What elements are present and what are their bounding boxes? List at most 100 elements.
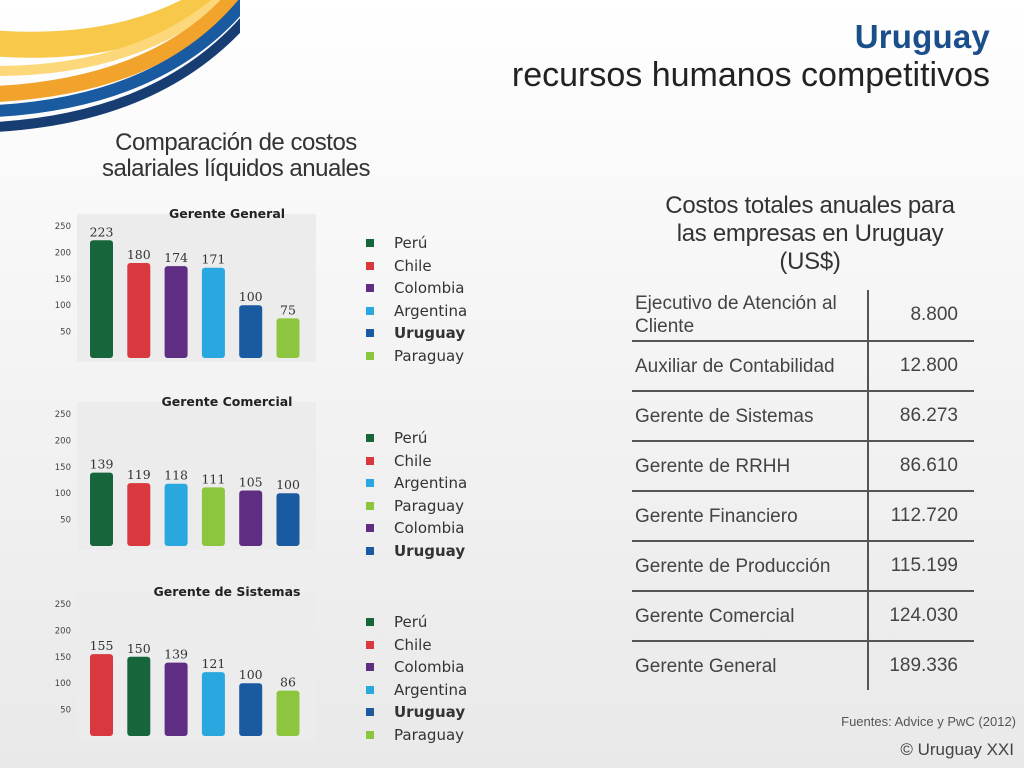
legend-swatch xyxy=(366,329,374,338)
bar-chile xyxy=(127,656,151,736)
sources-note: Fuentes: Advice y PwC (2012) xyxy=(841,714,1016,729)
row-value: 124.030 xyxy=(868,591,974,642)
legend-swatch xyxy=(366,730,374,739)
legend-swatch xyxy=(366,685,374,694)
row-value: 189.336 xyxy=(889,655,958,676)
data-label: 75 xyxy=(280,302,296,317)
data-label: 155 xyxy=(90,638,114,653)
y-tick-label: 250 xyxy=(55,410,71,420)
data-label: 100 xyxy=(276,477,300,492)
right-title-line-3: (US$) xyxy=(779,248,841,275)
bar-paraguay xyxy=(201,487,225,546)
row-value: 12.800 xyxy=(868,341,974,392)
left-title-line-2: salariales líquidos anuales xyxy=(101,155,371,182)
legend-label: Colombia xyxy=(394,658,465,677)
bar-uruguay xyxy=(239,305,263,358)
row-value: 86.273 xyxy=(868,391,974,442)
bar-argentina xyxy=(201,672,225,736)
legend-label: Uruguay xyxy=(394,324,466,343)
left-title-line-1: Comparación de costos xyxy=(115,129,357,156)
y-tick-label: 250 xyxy=(55,600,71,610)
bar-argentina xyxy=(164,483,188,546)
bar-chile xyxy=(127,262,151,358)
row-value: 86.610 xyxy=(868,441,974,492)
bar-peru xyxy=(90,472,113,546)
legend-label: Perú xyxy=(394,234,428,253)
plot-background xyxy=(77,592,316,740)
bar-colombia xyxy=(164,662,188,736)
row-value: 112.720 xyxy=(868,491,974,542)
legend-label: Uruguay xyxy=(394,541,466,560)
legend-item-colombia: Colombia xyxy=(366,277,467,300)
legend-item-colombia: Colombia xyxy=(366,656,467,679)
table-row: Gerente de Producción 115.199 xyxy=(632,541,974,592)
legend-item-colombia: Colombia xyxy=(366,517,467,540)
legend-item-peru: Perú xyxy=(366,611,467,634)
legend-label: Paraguay xyxy=(394,346,465,365)
bar-argentina xyxy=(201,267,225,358)
row-label: Gerente Comercial xyxy=(632,591,869,642)
bar-paraguay xyxy=(276,318,300,358)
legend-label: Paraguay xyxy=(394,725,465,744)
row-label: Gerente de Sistemas xyxy=(632,391,869,442)
legend-label: Paraguay xyxy=(394,496,465,515)
data-label: 150 xyxy=(127,641,151,656)
table-row: Gerente de Sistemas 86.273 xyxy=(632,391,974,442)
legend-swatch xyxy=(366,501,374,510)
plot-background xyxy=(77,402,316,550)
bar-chart-svg: Gerente Comercial 50 100 150 200 250 139 119 118… xyxy=(55,394,316,550)
legend-swatch xyxy=(366,663,374,672)
page-title: Uruguay xyxy=(854,18,990,55)
legend-item-uruguay: Uruguay xyxy=(366,540,467,563)
row-label: Auxiliar de Contabilidad xyxy=(632,341,869,392)
legend-item-chile: Chile xyxy=(366,255,467,278)
row-label: Gerente General xyxy=(632,641,869,690)
row-value: 115.199 xyxy=(868,541,974,592)
table-row: Auxiliar de Contabilidad 12.800 xyxy=(632,341,974,392)
y-tick-label: 150 xyxy=(55,653,71,663)
y-tick-label: 150 xyxy=(55,275,71,285)
bar-colombia xyxy=(164,266,188,358)
legend-label: Chile xyxy=(394,635,432,654)
bar-colombia xyxy=(239,490,263,546)
legend-gerente-general: Perú Chile Colombia Argentina Uruguay Paragua… xyxy=(366,232,467,367)
row-value: 8.800 xyxy=(868,290,974,342)
legend-label: Colombia xyxy=(394,279,465,298)
chart-gerente-general: Gerente General 50 100 150 200 250 223 180 174 17… xyxy=(40,198,330,378)
bar-uruguay xyxy=(276,493,300,546)
row-label: Gerente de RRHH xyxy=(632,441,869,492)
legend-item-argentina: Argentina xyxy=(366,300,467,323)
legend-swatch xyxy=(366,434,374,443)
legend-item-uruguay: Uruguay xyxy=(366,322,467,345)
y-tick-label: 50 xyxy=(60,328,71,338)
y-tick-label: 50 xyxy=(60,706,71,716)
legend-swatch xyxy=(366,546,374,555)
legend-swatch xyxy=(366,351,374,360)
table-row: Ejecutivo de Atención al Cliente 8.800 xyxy=(632,290,974,342)
y-tick-label: 100 xyxy=(55,301,71,311)
data-label: 223 xyxy=(90,224,114,239)
row-label: Gerente Financiero xyxy=(632,491,869,542)
y-tick-label: 100 xyxy=(55,489,71,499)
legend-item-paraguay: Paraguay xyxy=(366,724,467,747)
y-tick-label: 100 xyxy=(55,679,71,689)
data-label: 139 xyxy=(90,457,114,472)
data-label: 86 xyxy=(280,675,296,690)
legend-swatch xyxy=(366,261,374,270)
table-row: Gerente de RRHH 86.610 xyxy=(632,441,974,492)
legend-label: Chile xyxy=(394,451,432,470)
legend-label: Argentina xyxy=(394,301,468,320)
bar-peru xyxy=(90,654,113,736)
bar-peru xyxy=(90,240,113,358)
bar-chart-svg: Gerente de Sistemas 50 100 150 200 250 155 150 1… xyxy=(55,584,316,740)
legend-item-paraguay: Paraguay xyxy=(366,495,467,518)
table-row: Gerente Financiero 112.720 xyxy=(632,491,974,542)
legend-swatch xyxy=(366,640,374,649)
legend-gerente-de-sistemas: Perú Chile Colombia Argentina Uruguay Paragua… xyxy=(366,611,467,746)
y-tick-label: 250 xyxy=(55,222,71,232)
cost-table: Ejecutivo de Atención al Cliente 8.800 Au… xyxy=(632,290,974,690)
legend-item-peru: Perú xyxy=(366,232,467,255)
legend-swatch xyxy=(366,239,374,248)
data-label: 105 xyxy=(239,475,263,490)
legend-label: Perú xyxy=(394,429,428,448)
